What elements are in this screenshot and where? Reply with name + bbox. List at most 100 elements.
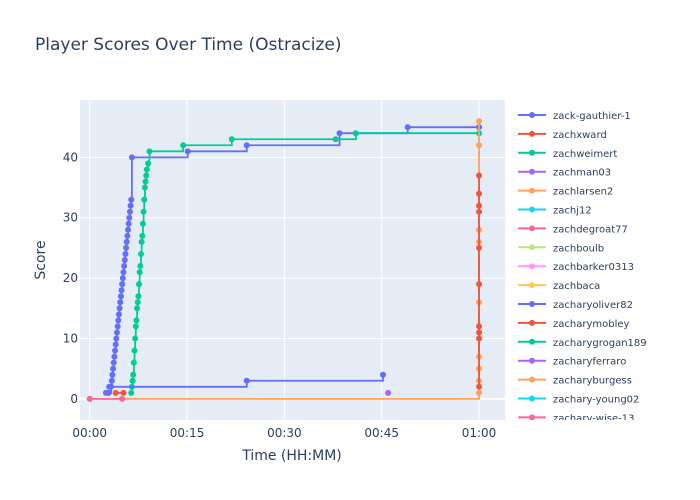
data-point (476, 329, 483, 336)
legend-item[interactable]: zacharyburgess (518, 376, 632, 387)
series-zacharyoliver82 (106, 371, 387, 390)
legend-swatch-marker (529, 130, 535, 137)
legend-item[interactable]: zacharyferraro (518, 357, 626, 368)
legend-label: zacharymobley (553, 319, 630, 330)
data-point (139, 220, 146, 227)
data-point (141, 184, 148, 191)
series-zachman03 (385, 389, 392, 396)
data-point (476, 323, 483, 330)
data-point (106, 383, 113, 390)
legend-swatch-marker (529, 149, 535, 156)
data-point (126, 214, 133, 221)
data-point (123, 244, 130, 251)
legend-item[interactable]: zachboulb (518, 243, 604, 254)
legend-label: zachj12 (553, 206, 592, 217)
y-tick-label: 10 (63, 331, 78, 345)
legend[interactable]: zack-gauthier-1 zachxward zachweimert zachm… (518, 111, 647, 424)
data-point (110, 365, 117, 372)
y-tick-label: 0 (70, 392, 78, 406)
data-point (126, 208, 133, 215)
data-point (145, 160, 152, 167)
data-point (128, 154, 135, 161)
legend-item[interactable]: zachj12 (518, 206, 592, 217)
data-point (128, 389, 135, 396)
x-tick-label: 00:15 (170, 426, 205, 440)
data-point (112, 389, 119, 396)
x-tick-label: 00:45 (364, 426, 399, 440)
data-point (111, 353, 118, 360)
legend-label: zachboulb (553, 243, 604, 254)
legend-swatch-marker (529, 376, 535, 383)
data-point (476, 172, 483, 179)
y-tick-label: 40 (63, 150, 78, 164)
series-zack-gauthier-1 (102, 124, 483, 396)
legend-item[interactable]: zachweimert (518, 149, 617, 160)
legend-swatch-marker (529, 206, 535, 213)
data-point (108, 377, 115, 384)
data-point (112, 341, 119, 348)
data-point (136, 281, 143, 288)
legend-item[interactable]: zachlarsen2 (518, 187, 613, 198)
legend-swatch-marker (529, 168, 535, 175)
data-point (143, 166, 150, 173)
series-zacharymobley (476, 172, 483, 390)
data-point (118, 287, 125, 294)
data-point (128, 196, 135, 203)
data-point (134, 299, 141, 306)
data-point (119, 281, 126, 288)
legend-label: zacharyferraro (553, 357, 626, 368)
data-point (117, 293, 124, 300)
legend-swatch-marker (529, 301, 535, 307)
data-point (140, 208, 147, 215)
legend-item[interactable]: zack-gauthier-1 (518, 111, 631, 122)
data-point (133, 317, 140, 324)
legend-item[interactable]: zacharyoliver82 (518, 300, 633, 311)
legend-item[interactable]: zachdegroat77 (518, 224, 628, 235)
series-zachweimert (128, 130, 483, 396)
legend-item[interactable]: zachman03 (518, 168, 611, 179)
x-tick-label: 00:00 (72, 426, 107, 440)
legend-item[interactable]: zachbaca (518, 281, 600, 292)
legend-item[interactable]: zachary-young02 (518, 395, 639, 406)
data-point (137, 250, 144, 257)
legend-swatch-marker (529, 112, 535, 118)
data-point (117, 299, 124, 306)
data-point (135, 293, 142, 300)
legend-item[interactable]: zacharygrogan189 (518, 338, 647, 349)
legend-label: zachdegroat77 (553, 224, 628, 235)
data-point (137, 263, 144, 270)
legend-label: zacharyoliver82 (553, 300, 633, 311)
data-point (125, 226, 132, 233)
legend-swatch-marker (529, 414, 535, 420)
data-point (352, 130, 359, 137)
data-point (120, 269, 127, 276)
data-point (113, 335, 120, 342)
y-axis-title: Score (33, 240, 49, 279)
data-point (476, 202, 483, 209)
data-point (129, 377, 136, 384)
data-point (476, 281, 483, 288)
data-point (243, 377, 250, 384)
y-axis-ticks: 0 10 20 30 40 (63, 150, 78, 406)
legend-label: zacharygrogan189 (553, 338, 647, 349)
legend-item[interactable]: zachxward (518, 130, 607, 141)
legend-item[interactable]: zachary-wise-13 (518, 413, 634, 424)
x-axis-ticks: 00:00 00:15 00:30 00:45 01:00 (72, 426, 496, 440)
legend-label: zachman03 (553, 168, 611, 179)
legend-swatch-marker (529, 282, 535, 289)
data-point (125, 220, 132, 227)
data-point (476, 208, 483, 215)
legend-label: zachweimert (553, 149, 617, 160)
legend-item[interactable]: zacharymobley (518, 319, 630, 330)
legend-swatch-marker (529, 187, 535, 194)
legend-item[interactable]: zachbarker0313 (518, 262, 634, 273)
legend-label: zachary-young02 (553, 395, 639, 406)
legend-label: zachbaca (553, 281, 600, 292)
legend-swatch-marker (529, 395, 535, 402)
y-tick-label: 20 (63, 271, 78, 285)
data-point (130, 359, 137, 366)
legend-label: zachbarker0313 (553, 262, 634, 273)
x-axis-title: Time (HH:MM) (241, 448, 342, 464)
data-point (228, 136, 235, 143)
